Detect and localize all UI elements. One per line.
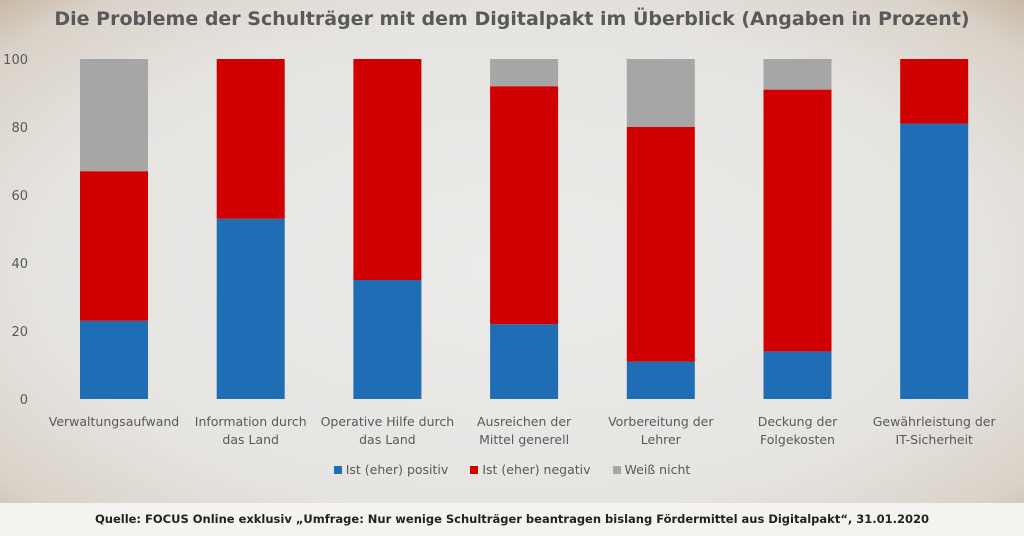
bar-segment-positive (353, 280, 422, 399)
legend-item: Ist (eher) positiv (333, 462, 449, 477)
bar-segment-positive (626, 361, 695, 399)
bar-segment-unknown (490, 59, 559, 87)
chart-title: Die Probleme der Schulträger mit dem Dig… (54, 8, 970, 30)
bar-segment-negative (490, 86, 559, 325)
x-tick-label: Information durch (195, 414, 307, 429)
bar-segment-positive (900, 123, 969, 399)
x-tick-label: Operative Hilfe durch (321, 414, 455, 429)
x-tick-label: Verwaltungsaufwand (49, 414, 179, 429)
x-tick-label: Deckung der (758, 414, 838, 429)
y-tick-label: 40 (11, 257, 28, 272)
legend-label: Weiß nicht (624, 462, 691, 477)
x-tick-label: Gewährleistung der (873, 414, 997, 429)
x-tick-label: Mittel generell (479, 432, 569, 447)
bar-segment-unknown (626, 59, 695, 127)
x-tick-label: Vorbereitung der (608, 414, 714, 429)
stacked-bar-chart: 0 20 40 60 80 100 Verwaltungsaufwand Informatio… (3, 53, 997, 447)
x-tick-label: Lehrer (641, 432, 682, 447)
bar-segment-positive (763, 351, 832, 399)
bar-segment-negative (80, 171, 148, 321)
legend-label: Ist (eher) negativ (482, 462, 591, 477)
bar-segment-positive (80, 320, 148, 399)
bar-segment-unknown (763, 59, 832, 90)
x-tick-label: IT-Sicherheit (895, 432, 973, 447)
legend-swatch (470, 466, 479, 474)
bar-segment-negative (900, 59, 969, 124)
y-tick-label: 80 (11, 121, 28, 136)
bar-segment-negative (353, 59, 422, 280)
legend-item: Ist (eher) negativ (470, 462, 591, 477)
legend-swatch (333, 466, 342, 474)
x-tick-label: das Land (359, 432, 416, 447)
bar-segment-negative (763, 89, 832, 352)
x-tick-label: das Land (222, 432, 279, 447)
y-tick-label: 0 (20, 393, 28, 408)
legend-item: Weiß nicht (612, 462, 691, 477)
legend-swatch (612, 466, 621, 474)
y-tick-label: 20 (11, 325, 28, 340)
bar-segment-positive (490, 324, 559, 399)
bar-segment-negative (216, 59, 285, 219)
legend-label: Ist (eher) positiv (345, 462, 449, 477)
bar-segment-unknown (80, 59, 148, 172)
y-tick-label: 60 (11, 189, 28, 204)
y-tick-label: 100 (3, 53, 28, 68)
bar-segment-negative (626, 127, 695, 362)
x-tick-label: Folgekosten (760, 432, 835, 447)
legend: Ist (eher) positiv Ist (eher) negativ Weiß… (0, 462, 1024, 477)
bar-segment-positive (216, 218, 285, 399)
x-tick-label: Ausreichen der (477, 414, 572, 429)
source-footer: Quelle: FOCUS Online exklusiv „Umfrage: … (0, 503, 1024, 536)
